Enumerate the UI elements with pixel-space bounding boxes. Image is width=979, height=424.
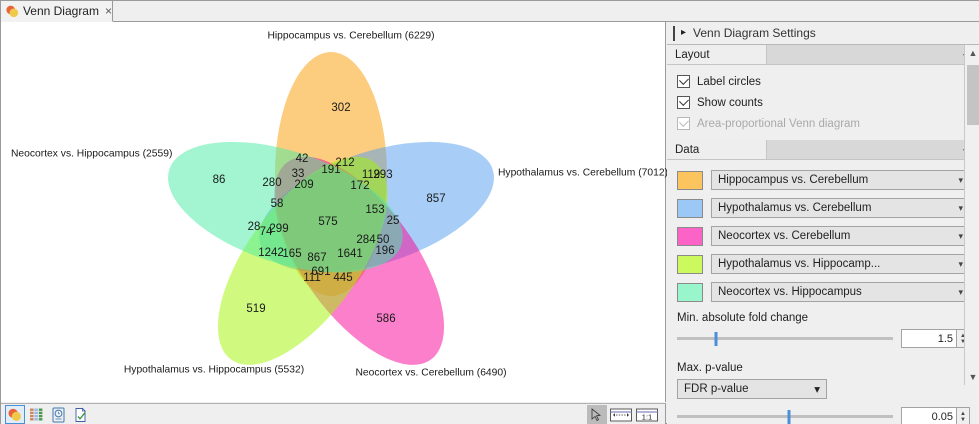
svg-text:857: 857 xyxy=(426,193,445,205)
svg-text:1:1: 1:1 xyxy=(642,412,652,421)
svg-text:867: 867 xyxy=(307,252,326,264)
svg-text:445: 445 xyxy=(333,272,352,284)
svg-text:Hypothalamus vs. Cerebellum (7: Hypothalamus vs. Cerebellum (7012) xyxy=(498,168,668,179)
svg-text:284: 284 xyxy=(356,234,376,246)
svg-text:519: 519 xyxy=(246,303,265,315)
svg-text:1641: 1641 xyxy=(337,248,363,260)
svg-text:302: 302 xyxy=(331,102,350,114)
svg-text:Neocortex vs. Cerebellum (6490: Neocortex vs. Cerebellum (6490) xyxy=(355,368,506,379)
svg-text:58: 58 xyxy=(271,198,284,210)
svg-text:280: 280 xyxy=(262,177,281,189)
svg-text:299: 299 xyxy=(269,223,288,235)
svg-text:Hypothalamus vs. Hippocampus (: Hypothalamus vs. Hippocampus (5532) xyxy=(124,365,304,376)
svg-text:172: 172 xyxy=(350,180,369,192)
svg-text:191: 191 xyxy=(321,164,340,176)
svg-text:1242: 1242 xyxy=(258,247,284,259)
svg-text:Hippocampus vs. Cerebellum (62: Hippocampus vs. Cerebellum (6229) xyxy=(267,31,434,42)
svg-text:25: 25 xyxy=(387,215,400,227)
svg-text:Neocortex vs. Hippocampus (255: Neocortex vs. Hippocampus (2559) xyxy=(11,149,172,160)
svg-text:165: 165 xyxy=(282,248,301,260)
svg-text:691: 691 xyxy=(311,266,330,278)
svg-text:86: 86 xyxy=(213,174,226,186)
svg-text:153: 153 xyxy=(365,204,384,216)
svg-text:42: 42 xyxy=(296,153,309,165)
svg-text:586: 586 xyxy=(376,313,395,325)
svg-text:575: 575 xyxy=(318,216,337,228)
svg-text:293: 293 xyxy=(373,169,392,181)
svg-text:28: 28 xyxy=(248,221,261,233)
svg-text:196: 196 xyxy=(375,245,394,257)
svg-text:209: 209 xyxy=(294,179,313,191)
